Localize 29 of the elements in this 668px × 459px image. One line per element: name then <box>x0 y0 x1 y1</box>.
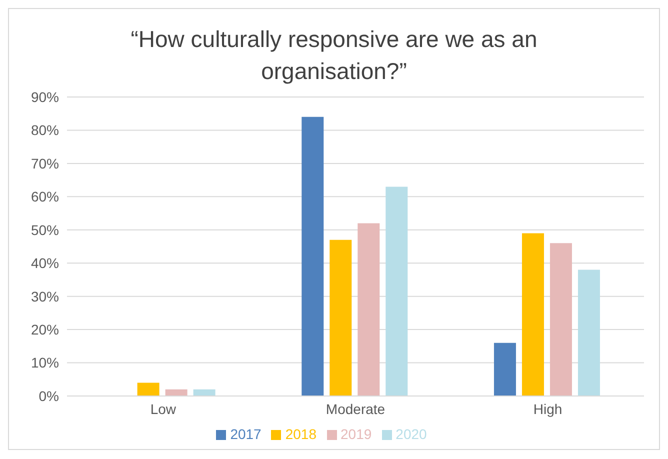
legend-label: 2018 <box>285 426 316 442</box>
bar <box>522 233 544 396</box>
y-tick-label: 70% <box>30 155 59 172</box>
y-tick-label: 0% <box>38 388 59 404</box>
legend-label: 2019 <box>340 426 372 442</box>
bar <box>137 382 160 396</box>
x-tick-label: Low <box>150 400 177 417</box>
x-tick-label: Moderate <box>326 400 386 417</box>
legend-label: 2017 <box>230 426 262 442</box>
y-tick-label: 30% <box>30 288 59 304</box>
bar <box>302 116 324 396</box>
y-tick-label: 40% <box>30 255 59 272</box>
y-tick-label: 80% <box>30 122 59 138</box>
y-tick-label: 10% <box>30 354 59 371</box>
chart-title: “How culturally responsive are we as an organisation?” <box>130 25 538 86</box>
bar <box>550 243 572 396</box>
y-tick-label: 20% <box>30 322 59 338</box>
y-tick-label: 90% <box>30 88 59 105</box>
bar <box>193 389 216 396</box>
y-tick-label: 60% <box>30 188 59 205</box>
bar <box>165 389 188 396</box>
bar <box>494 342 516 396</box>
y-tick-label: 50% <box>30 222 59 238</box>
bar <box>358 223 380 396</box>
x-tick-label: High <box>533 400 562 417</box>
bar <box>330 240 352 396</box>
bar <box>578 270 600 396</box>
legend-label: 2020 <box>396 426 427 442</box>
bar <box>386 186 408 396</box>
